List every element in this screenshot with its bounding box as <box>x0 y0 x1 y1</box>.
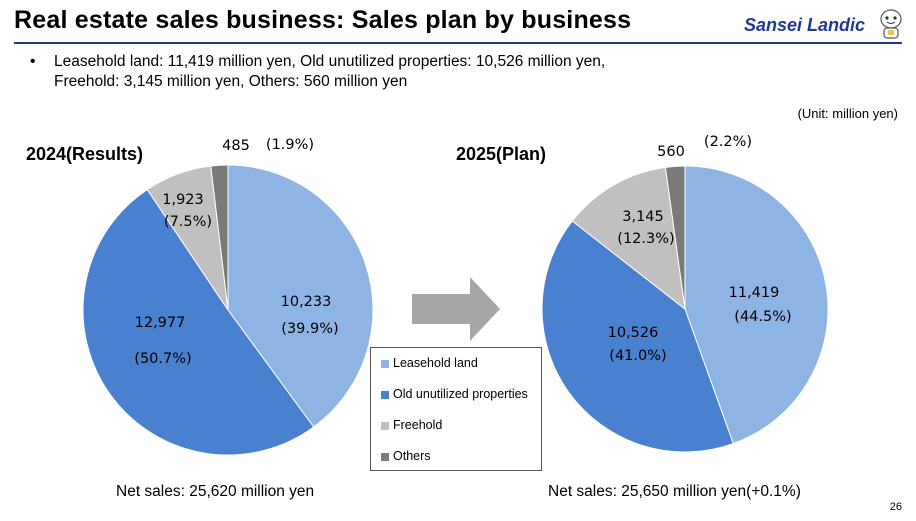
pie-2024-value-leasehold: 10,233 <box>281 294 332 310</box>
legend-label: Old unutilized properties <box>393 387 528 401</box>
company-logo: Sansei Landic <box>744 6 904 40</box>
pie-2024-slice-old-unutilized <box>82 188 315 456</box>
pie-2024-title: 2024(Results) <box>26 144 144 164</box>
pie-2024-slice-leasehold <box>227 164 374 428</box>
net-sales-2025: Net sales: 25,650 million yen(+0.1%) <box>548 483 801 500</box>
pie-2025-title: 2025(Plan) <box>456 144 547 164</box>
pie-2025-value-freehold: 3,145 <box>622 209 664 225</box>
summary-line-1: Leasehold land: 11,419 million yen, Old … <box>54 53 606 70</box>
legend-item-freehold: Freehold <box>381 418 442 432</box>
pie-2025-value-old-unutilized: 10,526 <box>608 325 659 341</box>
pie-2025-percent-leasehold: (44.5%) <box>734 309 791 325</box>
mascot-icon <box>880 9 902 39</box>
legend-swatch-others <box>381 452 389 461</box>
legend-item-old-unutilized: Old unutilized properties <box>381 387 528 401</box>
pie-2024-value-old-unutilized: 12,977 <box>135 315 186 331</box>
logo-text: Sansei Landic <box>744 15 866 35</box>
pie-2024-percent-leasehold: (39.9%) <box>281 321 338 337</box>
pie-2025-slice-others <box>664 165 686 310</box>
pie-2025-value-leasehold: 11,419 <box>729 285 780 301</box>
bullet-marker: • <box>30 53 36 70</box>
pie-2024: 10,233 (39.9%) 12,977 (50.7%) 1,923 (7.5%) 485… <box>82 137 374 456</box>
page-number: 26 <box>889 501 902 513</box>
pie-2024-percent-freehold: (7.5%) <box>164 214 212 230</box>
net-sales-2024: Net sales: 25,620 million yen <box>116 483 315 500</box>
legend-label: Leasehold land <box>393 356 478 370</box>
legend-item-leasehold: Leasehold land <box>381 356 478 370</box>
pie-2025-slice-freehold <box>571 166 686 311</box>
pie-2025: 11,419 (44.5%) 10,526 (41.0%) 3,145 (12.3%) 56… <box>541 134 829 453</box>
legend-item-others: Others <box>381 449 431 463</box>
pie-2025-percent-freehold: (12.3%) <box>617 231 674 247</box>
transition-arrow <box>412 277 500 341</box>
chart-legend: Leasehold land Old unutilized properties… <box>370 347 542 471</box>
legend-swatch-old-unutilized <box>381 390 389 399</box>
legend-swatch-freehold <box>381 421 389 430</box>
pie-2024-percent-old-unutilized: (50.7%) <box>134 351 191 367</box>
pie-2025-value-others: 560 <box>657 144 685 160</box>
legend-swatch-leasehold <box>381 359 389 368</box>
pie-2024-value-freehold: 1,923 <box>162 192 204 208</box>
pie-2025-slice-old-unutilized <box>541 220 734 453</box>
pie-2024-percent-others: (1.9%) <box>266 137 314 153</box>
title-underline <box>14 42 902 44</box>
page-title: Real estate sales business: Sales plan b… <box>14 6 632 34</box>
pie-2025-slice-leasehold <box>684 165 829 445</box>
legend-label: Freehold <box>393 418 443 432</box>
summary-line-2: Freehold: 3,145 million yen, Others: 560… <box>54 73 408 90</box>
pie-2024-slice-others <box>210 164 229 311</box>
pie-2024-value-others: 485 <box>222 138 250 154</box>
pie-2025-percent-old-unutilized: (41.0%) <box>609 348 666 364</box>
pie-2025-percent-others: (2.2%) <box>704 134 752 150</box>
unit-label: (Unit: million yen) <box>797 106 898 121</box>
legend-label: Others <box>393 449 431 463</box>
